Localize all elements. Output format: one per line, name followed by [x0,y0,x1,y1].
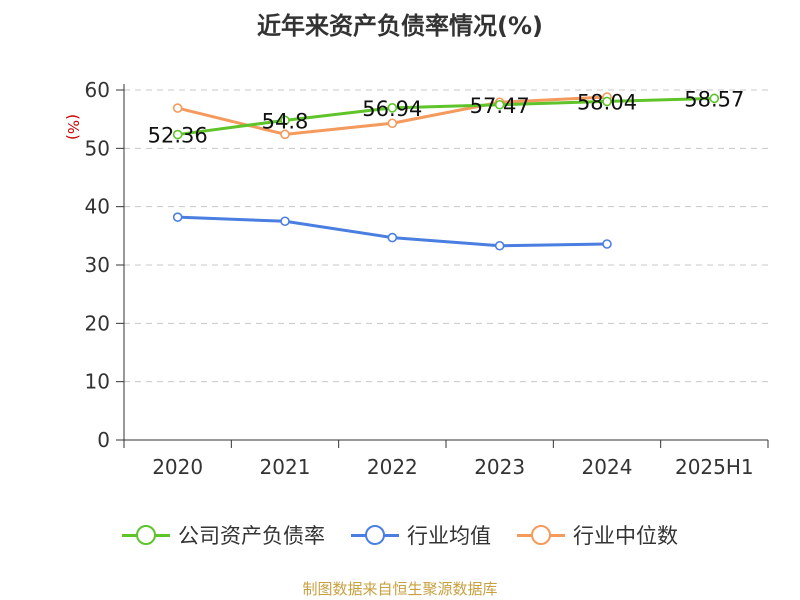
x-tick-label: 2024 [582,455,633,479]
legend-label: 行业中位数 [573,524,678,548]
y-tick-label: 10 [85,370,110,394]
legend-item[interactable]: 行业均值 [351,520,491,550]
legend-label: 公司资产负债率 [178,524,325,548]
legend-swatch-icon [517,524,565,546]
y-tick-label: 0 [97,428,110,452]
data-point [494,240,505,251]
x-tick-label: 2022 [367,455,418,479]
data-point [387,103,398,113]
data-point [387,232,398,243]
x-tick-label: 2021 [260,455,311,479]
data-label: 52.36 [148,124,208,148]
series-line [176,96,716,137]
data-label: 56.94 [362,97,422,121]
data-point [172,129,183,140]
legend-item[interactable]: 行业中位数 [517,520,678,550]
legend-swatch-icon [351,524,399,546]
x-tick-label: 2023 [474,455,525,479]
data-point [602,239,612,249]
y-tick-label: 30 [85,253,110,277]
data-point [172,212,183,222]
data-point [387,118,398,129]
data-point [494,99,505,110]
data-label: 54.8 [262,109,309,133]
data-label: 58.57 [684,87,744,111]
data-point [280,115,290,126]
legend-label: 行业均值 [407,524,491,548]
data-point [172,103,183,113]
data-point [709,93,720,104]
source-note: 制图数据来自恒生聚源数据库 [302,580,498,598]
y-tick-label: 60 [85,78,110,102]
legend-swatch-icon [122,524,170,546]
chart-legend: 公司资产负债率 行业均值 行业中位数 [0,520,800,550]
data-point [280,216,290,227]
legend-item[interactable]: 公司资产负债率 [122,520,325,550]
x-tick-label: 2020 [152,455,203,479]
data-point [280,129,290,140]
y-tick-label: 20 [85,311,110,335]
chart-title: 近年来资产负债率情况(%) [257,12,543,40]
data-label: 57.47 [470,94,530,118]
y-tick-label: 50 [85,136,110,160]
y-axis-label: (%) [64,114,82,140]
y-tick-label: 40 [85,195,110,219]
data-label: 58.04 [577,90,637,114]
x-tick-label: 2025H1 [675,455,754,479]
data-point [602,96,612,107]
